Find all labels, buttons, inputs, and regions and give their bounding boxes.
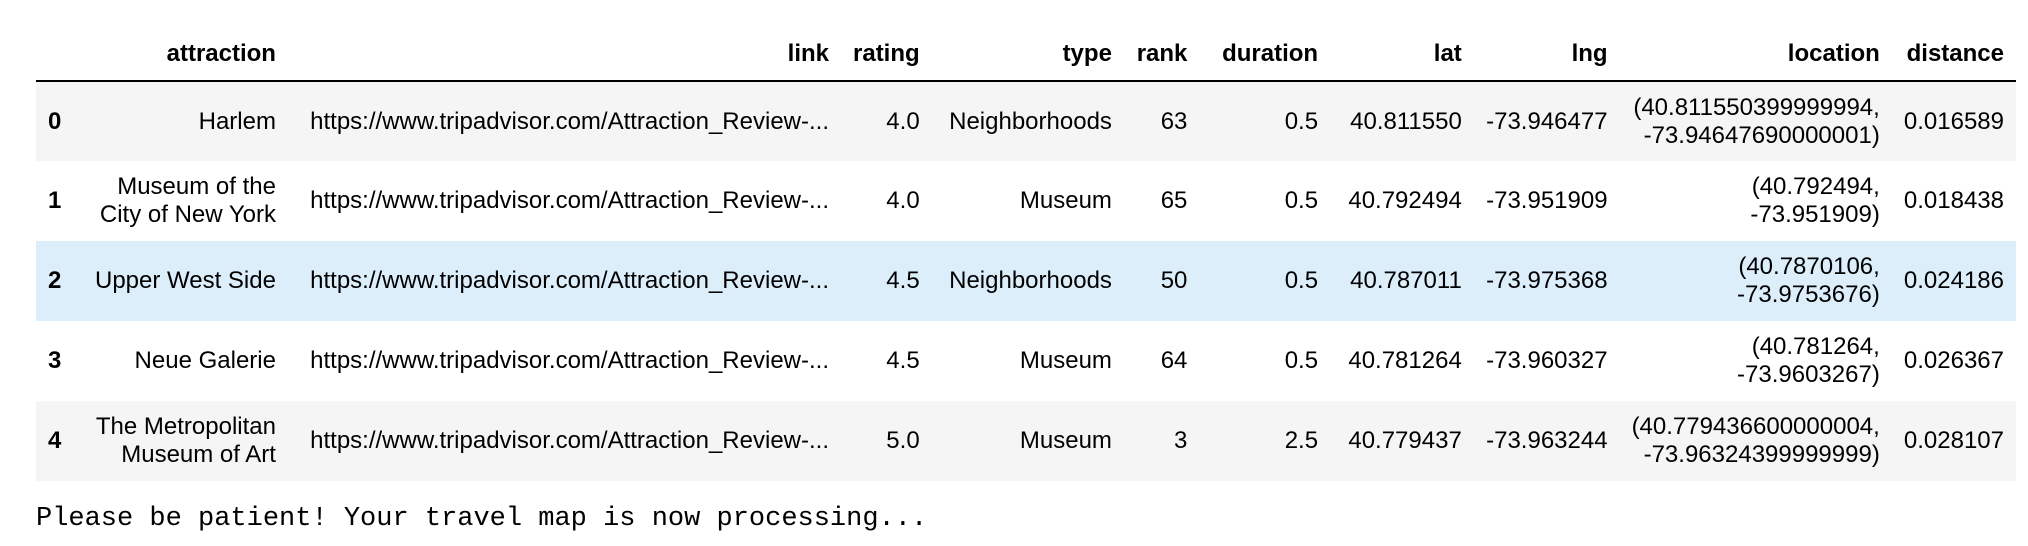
cell-lat: 40.811550 <box>1350 107 1462 135</box>
table-row: 1 Museum of the City of New York https:/… <box>36 161 2016 241</box>
cell-location: (40.7870106, -73.9753676) <box>1737 253 1880 308</box>
cell-lat: 40.787011 <box>1350 267 1462 294</box>
cell-distance: 0.028107 <box>1903 427 2004 454</box>
cell-rank: 65 <box>1160 187 1188 214</box>
cell-lng: -73.946477 <box>1486 107 1608 135</box>
row-index: 4 <box>48 427 62 454</box>
cell-attraction: Upper West Side <box>94 267 276 294</box>
column-header-lng: lng <box>1473 28 1620 82</box>
cell-duration: 0.5 <box>1284 347 1319 374</box>
cell-duration: 0.5 <box>1284 267 1319 294</box>
table-row: 3 Neue Galerie https://www.tripadvisor.c… <box>36 321 2016 401</box>
cell-location: (40.781264, -73.9603267) <box>1737 333 1880 388</box>
cell-link: https://www.tripadvisor.com/Attraction_R… <box>310 347 829 374</box>
column-header-lat: lat <box>1330 28 1474 82</box>
row-index: 2 <box>48 267 62 294</box>
cell-lng: -73.963244 <box>1486 427 1608 454</box>
cell-rating: 4.5 <box>886 347 920 374</box>
cell-rating: 4.0 <box>886 107 920 135</box>
cell-type: Museum <box>1019 347 1112 374</box>
column-header-attraction: attraction <box>79 28 288 82</box>
cell-rank: 50 <box>1160 267 1188 294</box>
cell-rank: 64 <box>1160 347 1188 374</box>
column-header-link: link <box>287 28 841 82</box>
cell-rating: 4.0 <box>886 187 920 214</box>
column-header-duration: duration <box>1199 28 1331 82</box>
cell-duration: 0.5 <box>1284 107 1319 135</box>
column-header-rating: rating <box>841 28 932 82</box>
cell-type: Neighborhoods <box>949 267 1112 294</box>
cell-lat: 40.792494 <box>1348 187 1462 214</box>
cell-distance: 0.018438 <box>1903 187 2004 214</box>
cell-type: Neighborhoods <box>949 107 1112 135</box>
cell-rank: 3 <box>1174 427 1188 454</box>
cell-duration: 2.5 <box>1284 427 1319 454</box>
dataframe-output: attraction link rating type rank duratio… <box>36 28 2016 481</box>
cell-location: (40.811550399999994, -73.94647690000001) <box>1633 93 1880 149</box>
cell-link: https://www.tripadvisor.com/Attraction_R… <box>310 427 829 454</box>
column-header-rank: rank <box>1123 28 1200 82</box>
column-header-distance: distance <box>1891 28 2016 82</box>
cell-lng: -73.951909 <box>1486 187 1608 214</box>
table-row: 4 The Metropolitan Museum of Art https:/… <box>36 401 2016 481</box>
cell-rank: 63 <box>1160 107 1188 135</box>
cell-location: (40.779436600000004, -73.96324399999999) <box>1631 413 1880 468</box>
cell-distance: 0.026367 <box>1903 347 2004 374</box>
cell-distance: 0.016589 <box>1903 107 2004 135</box>
cell-lat: 40.779437 <box>1348 427 1462 454</box>
cell-lng: -73.960327 <box>1486 347 1608 374</box>
row-index: 0 <box>48 107 62 135</box>
cell-location: (40.792494, -73.951909) <box>1750 173 1880 228</box>
table-row-hovered: 2 Upper West Side https://www.tripadviso… <box>36 241 2016 321</box>
stdout-message: Please be patient! Your travel map is no… <box>36 504 928 534</box>
column-header-location: location <box>1619 28 1892 82</box>
cell-link: https://www.tripadvisor.com/Attraction_R… <box>310 107 829 135</box>
cell-attraction: Museum of the City of New York <box>99 173 276 228</box>
cell-lat: 40.781264 <box>1348 347 1462 374</box>
cell-attraction: Harlem <box>198 107 276 135</box>
cell-distance: 0.024186 <box>1903 267 2004 294</box>
row-index: 3 <box>48 347 62 374</box>
table-row: 0 Harlem https://www.tripadvisor.com/Att… <box>36 81 2016 161</box>
cell-type: Museum <box>1019 187 1112 214</box>
cell-link: https://www.tripadvisor.com/Attraction_R… <box>310 267 829 294</box>
cell-attraction: Neue Galerie <box>134 347 276 374</box>
cell-duration: 0.5 <box>1284 187 1319 214</box>
cell-attraction: The Metropolitan Museum of Art <box>95 413 276 468</box>
cell-type: Museum <box>1019 427 1112 454</box>
header-row: attraction link rating type rank duratio… <box>36 28 2016 82</box>
row-index: 1 <box>48 187 62 214</box>
index-header <box>36 28 80 82</box>
cell-rating: 4.5 <box>886 267 920 294</box>
cell-rating: 5.0 <box>886 427 920 454</box>
column-header-type: type <box>931 28 1124 82</box>
cell-link: https://www.tripadvisor.com/Attraction_R… <box>310 187 829 214</box>
cell-lng: -73.975368 <box>1486 267 1608 294</box>
dataframe-table: attraction link rating type rank duratio… <box>36 28 2016 481</box>
